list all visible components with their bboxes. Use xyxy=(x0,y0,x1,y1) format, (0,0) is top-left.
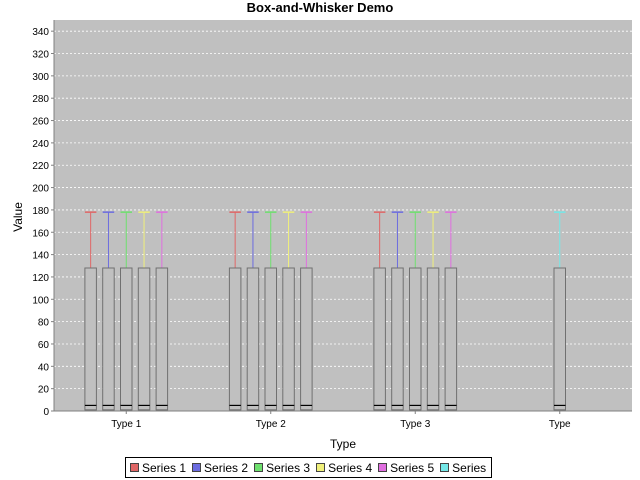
box-series-2-2 xyxy=(391,211,404,411)
box-body xyxy=(102,267,115,411)
box-series-1-2 xyxy=(373,211,386,411)
box-series-2-1 xyxy=(246,211,260,411)
box-body xyxy=(246,267,260,411)
box-series-1-1 xyxy=(228,211,242,411)
legend-item: Series 3 xyxy=(254,461,310,475)
box-body xyxy=(300,267,313,411)
chart-title: Box-and-Whisker Demo xyxy=(247,0,394,15)
y-tick-label: 80 xyxy=(38,318,50,329)
legend-swatch xyxy=(130,463,139,472)
x-tick-label: Type xyxy=(549,419,571,430)
y-tick-label: 180 xyxy=(32,206,49,217)
box-series-5-0 xyxy=(155,211,169,411)
x-tick-label: Type 1 xyxy=(111,419,141,430)
y-axis-label: Value xyxy=(11,202,25,232)
x-tick-label: Type 3 xyxy=(400,419,430,430)
y-tick-label: 260 xyxy=(32,117,49,128)
box-series-4-2 xyxy=(426,211,440,411)
box-series-2-0 xyxy=(102,211,115,411)
legend: Series 1 Series 2 Series 3 Series 4 Series 5… xyxy=(125,457,493,478)
legend-label: Series 2 xyxy=(204,460,249,475)
box-series-0 xyxy=(553,211,566,411)
x-ticks: Type 1 Type 2 Type 3 Type xyxy=(111,411,571,430)
legend-item: Series 4 xyxy=(316,461,372,475)
box-body xyxy=(373,267,386,411)
y-tick-label: 0 xyxy=(43,407,49,418)
box-body xyxy=(120,267,133,411)
box-body xyxy=(137,267,151,411)
y-tick-label: 220 xyxy=(32,161,49,172)
legend-swatch xyxy=(440,463,450,472)
legend-swatch xyxy=(316,463,326,472)
legend-swatch xyxy=(254,463,264,472)
y-tick-label: 20 xyxy=(38,385,50,396)
legend-label: Series xyxy=(452,460,487,475)
box-series-5-2 xyxy=(444,211,458,411)
legend-item: Series 1 xyxy=(130,461,186,475)
y-tick-label: 280 xyxy=(32,94,49,105)
box-body xyxy=(409,267,422,411)
y-tick-label: 320 xyxy=(32,50,49,61)
box-series-4-1 xyxy=(282,211,295,411)
box-body xyxy=(282,267,295,411)
box-series-3-1 xyxy=(264,211,277,411)
box-body xyxy=(228,267,242,411)
box-series-1-0 xyxy=(84,211,97,411)
y-tick-label: 340 xyxy=(32,27,49,38)
box-series-5-1 xyxy=(300,211,313,411)
y-tick-label: 140 xyxy=(32,251,49,262)
box-body xyxy=(426,267,440,411)
legend-label: Series 3 xyxy=(266,460,311,475)
y-tick-label: 200 xyxy=(32,184,49,195)
box-series-3-0 xyxy=(120,211,133,411)
legend-swatch xyxy=(378,463,388,472)
gridlines xyxy=(54,30,632,390)
y-tick-label: 300 xyxy=(32,72,49,83)
y-tick-label: 60 xyxy=(38,340,50,351)
legend-label: Series 1 xyxy=(142,460,187,475)
legend-item: Series xyxy=(440,461,486,475)
legend-item: Series 2 xyxy=(192,461,248,475)
legend-swatch xyxy=(192,463,202,472)
box-body xyxy=(444,267,458,411)
x-axis-label: Type xyxy=(330,437,356,451)
y-tick-label: 120 xyxy=(32,273,49,284)
legend-label: Series 5 xyxy=(390,460,435,475)
boxes xyxy=(84,211,566,411)
box-body xyxy=(264,267,277,411)
legend-label: Series 4 xyxy=(328,460,373,475)
y-tick-label: 240 xyxy=(32,139,49,150)
box-body xyxy=(553,267,566,411)
y-ticks: 0 20 40 60 80 100 120 140 160 180 200 220 240 260 280 3… xyxy=(32,27,54,418)
legend-item: Series 5 xyxy=(378,461,434,475)
box-body xyxy=(391,267,404,411)
box-series-4-0 xyxy=(137,211,151,411)
plot-area xyxy=(54,20,632,411)
y-tick-label: 40 xyxy=(38,362,50,373)
x-tick-label: Type 2 xyxy=(256,419,286,430)
box-body xyxy=(84,267,97,411)
box-series-3-2 xyxy=(409,211,422,411)
y-tick-label: 100 xyxy=(32,295,49,306)
box-body xyxy=(155,267,169,411)
y-tick-label: 160 xyxy=(32,228,49,239)
